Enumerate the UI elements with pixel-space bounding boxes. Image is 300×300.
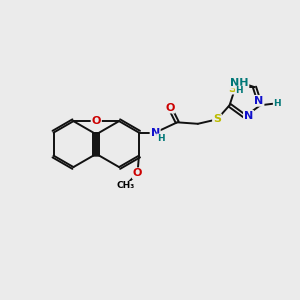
Text: O: O — [165, 103, 175, 112]
Text: H: H — [236, 86, 243, 95]
Text: S: S — [228, 84, 236, 94]
Text: N: N — [254, 96, 263, 106]
Text: H: H — [157, 134, 164, 143]
Text: O: O — [133, 168, 142, 178]
Text: N: N — [151, 128, 160, 138]
Text: H: H — [273, 99, 281, 108]
Text: NH: NH — [230, 78, 248, 88]
Text: N: N — [244, 111, 253, 121]
Text: CH₃: CH₃ — [117, 182, 135, 190]
Text: O: O — [92, 116, 101, 126]
Text: S: S — [213, 114, 221, 124]
